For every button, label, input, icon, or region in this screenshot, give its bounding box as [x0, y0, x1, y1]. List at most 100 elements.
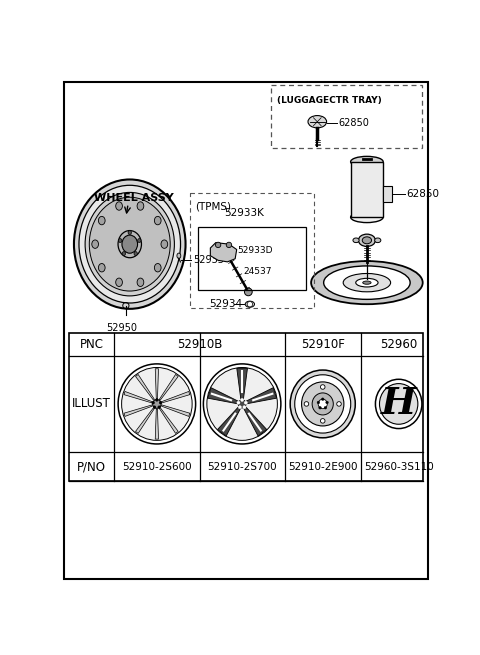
Ellipse shape: [155, 263, 161, 272]
Ellipse shape: [301, 382, 344, 426]
Ellipse shape: [74, 179, 186, 309]
Polygon shape: [135, 408, 155, 434]
Ellipse shape: [363, 281, 371, 284]
Polygon shape: [159, 408, 178, 434]
Text: H: H: [381, 385, 416, 422]
Ellipse shape: [350, 212, 383, 223]
Ellipse shape: [238, 400, 246, 408]
Ellipse shape: [98, 216, 105, 225]
Ellipse shape: [118, 231, 142, 257]
Bar: [271, 84, 422, 148]
Polygon shape: [237, 368, 248, 400]
Text: WHEEL ASSY: WHEEL ASSY: [94, 193, 173, 202]
Circle shape: [317, 401, 320, 403]
Polygon shape: [217, 407, 240, 436]
Ellipse shape: [362, 237, 372, 244]
Bar: [350, 162, 383, 217]
Circle shape: [156, 399, 158, 402]
Circle shape: [244, 401, 247, 404]
Bar: [383, 187, 393, 202]
Text: 24537: 24537: [243, 267, 271, 276]
Ellipse shape: [89, 197, 170, 291]
Text: P/NO: P/NO: [77, 460, 106, 473]
Polygon shape: [208, 388, 238, 403]
Circle shape: [153, 406, 156, 409]
Ellipse shape: [116, 278, 122, 286]
Bar: [190, 193, 314, 308]
Ellipse shape: [308, 115, 326, 128]
Circle shape: [237, 401, 240, 404]
Circle shape: [158, 406, 160, 409]
Ellipse shape: [122, 252, 126, 255]
Text: 52960-3S110: 52960-3S110: [364, 462, 433, 472]
Circle shape: [152, 402, 155, 404]
Text: ILLUST: ILLUST: [72, 398, 111, 411]
Text: 52934: 52934: [210, 299, 243, 309]
Text: 52933: 52933: [193, 255, 224, 265]
Ellipse shape: [311, 261, 423, 304]
Polygon shape: [155, 369, 158, 399]
Ellipse shape: [295, 375, 351, 433]
Text: PNC: PNC: [80, 338, 104, 350]
Polygon shape: [161, 405, 190, 417]
Ellipse shape: [353, 238, 359, 242]
Text: 52910B: 52910B: [177, 338, 222, 350]
Polygon shape: [124, 405, 152, 417]
Ellipse shape: [318, 399, 327, 409]
Polygon shape: [244, 407, 267, 436]
Ellipse shape: [119, 238, 122, 242]
Polygon shape: [210, 242, 237, 262]
Ellipse shape: [98, 263, 105, 272]
Circle shape: [216, 242, 221, 248]
Circle shape: [326, 401, 328, 403]
Circle shape: [243, 405, 246, 409]
Circle shape: [247, 301, 252, 307]
Ellipse shape: [128, 231, 132, 234]
Ellipse shape: [116, 202, 122, 210]
Bar: [198, 227, 306, 290]
Ellipse shape: [153, 400, 161, 408]
Ellipse shape: [161, 240, 168, 248]
Ellipse shape: [137, 202, 144, 210]
Polygon shape: [246, 388, 276, 403]
Circle shape: [240, 398, 244, 402]
Ellipse shape: [134, 252, 137, 255]
Ellipse shape: [375, 238, 381, 242]
Ellipse shape: [343, 274, 391, 292]
Ellipse shape: [350, 157, 383, 167]
Circle shape: [304, 402, 309, 406]
Text: (TPMS): (TPMS): [195, 202, 231, 212]
Text: 52910-2E900: 52910-2E900: [288, 462, 358, 472]
Ellipse shape: [177, 253, 181, 259]
Ellipse shape: [92, 240, 98, 248]
Polygon shape: [159, 375, 178, 400]
Ellipse shape: [85, 193, 174, 296]
Circle shape: [337, 402, 341, 406]
Ellipse shape: [118, 364, 196, 444]
Circle shape: [238, 405, 241, 409]
Text: 52960: 52960: [380, 338, 417, 350]
Ellipse shape: [359, 234, 375, 246]
Ellipse shape: [245, 301, 254, 307]
Polygon shape: [124, 392, 152, 403]
Text: 52950: 52950: [107, 322, 137, 333]
Circle shape: [226, 242, 232, 248]
Circle shape: [321, 419, 325, 423]
Ellipse shape: [204, 364, 281, 444]
Ellipse shape: [290, 370, 355, 438]
Text: 52933D: 52933D: [238, 246, 273, 255]
Ellipse shape: [375, 379, 422, 428]
Ellipse shape: [324, 266, 410, 299]
Text: 52933K: 52933K: [225, 208, 264, 217]
Ellipse shape: [312, 393, 333, 415]
Ellipse shape: [79, 185, 180, 303]
Ellipse shape: [356, 278, 378, 287]
Text: 52910-2S700: 52910-2S700: [207, 462, 277, 472]
Ellipse shape: [138, 238, 141, 242]
Text: 52910F: 52910F: [301, 338, 345, 350]
Polygon shape: [135, 375, 155, 400]
Circle shape: [159, 402, 162, 404]
Bar: [69, 333, 423, 481]
Ellipse shape: [137, 278, 144, 286]
Text: 62850: 62850: [338, 119, 369, 128]
